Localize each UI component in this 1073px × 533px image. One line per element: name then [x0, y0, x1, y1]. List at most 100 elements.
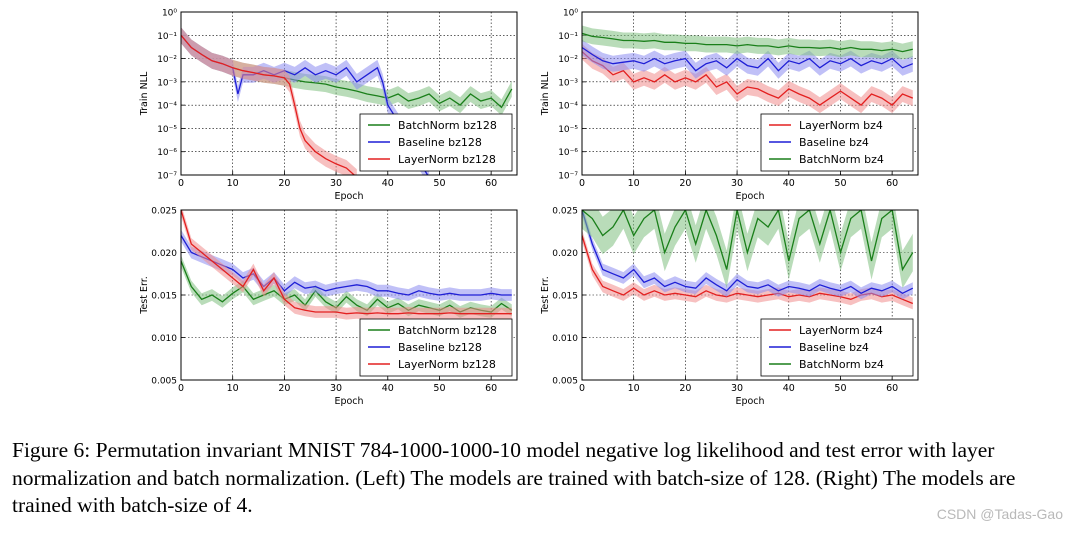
x-tick-label: 40 [783, 178, 795, 189]
y-tick-label: 0.020 [151, 249, 177, 259]
chart-panel-3: 0 10 20 30 40 50 60 0.025 0.020 0.015 0.010 0.005 Ep… [139, 207, 518, 407]
y-tick-label: 0.005 [552, 377, 578, 387]
series-band-0 [582, 43, 913, 114]
axes-frame [180, 209, 518, 381]
y-tick-label: 0.025 [151, 207, 177, 217]
chart-panel-2: 0 10 20 30 40 50 60 10⁰ 10⁻¹ 10⁻² 10⁻³ 10⁻⁴ 10⁻⁵ 10⁻⁶… [540, 9, 919, 202]
y-tick-label: 10⁰ [162, 9, 177, 19]
plot-area [181, 210, 513, 320]
legend-entry: Baseline bz4 [799, 341, 869, 354]
x-tick-label: 40 [382, 383, 394, 394]
x-axis-label: Epoch [735, 396, 764, 407]
y-tick-label: 10⁻³ [157, 78, 177, 88]
axes-frame [180, 11, 518, 176]
legend-entry: BatchNorm bz128 [398, 324, 497, 337]
chart-panel-1: 0 10 20 30 40 50 60 10⁰ 10⁻¹ 10⁻² 10⁻³ 10⁻⁴ 10⁻⁵ 10⁻⁶… [139, 9, 518, 202]
y-tick-label: 0.005 [151, 377, 177, 387]
x-axis-label: Epoch [735, 191, 764, 202]
series-band-1 [181, 229, 512, 301]
y-tick-label: 10⁻⁴ [558, 102, 578, 112]
y-axis-label: Train NLL [139, 71, 150, 116]
x-tick-label: 30 [330, 383, 342, 394]
series-band-2 [582, 210, 913, 289]
legend-entry: LayerNorm bz4 [799, 324, 883, 337]
y-tick-label: 10⁻³ [558, 78, 578, 88]
plot-area [582, 210, 914, 310]
y-tick-label: 0.015 [552, 292, 578, 302]
axes-frame [581, 209, 919, 381]
legend-entry: Baseline bz128 [398, 341, 482, 354]
legend: BatchNorm bz128 Baseline bz128 LayerNorm b… [359, 318, 513, 377]
x-tick-label: 60 [485, 178, 497, 189]
series-band-1 [582, 39, 913, 79]
y-tick-label: 10⁻² [558, 55, 578, 65]
legend-entry: BatchNorm bz4 [799, 358, 884, 371]
y-tick-label: 10⁻² [157, 55, 177, 65]
series-band-0 [181, 255, 512, 318]
legend-entry: LayerNorm bz128 [398, 358, 496, 371]
y-tick-label: 0.010 [552, 334, 578, 344]
y-tick-label: 0.025 [552, 207, 578, 217]
legend-entry: LayerNorm bz128 [398, 153, 496, 166]
series-line-layernorm-bz4 [582, 51, 914, 106]
x-tick-label: 10 [227, 383, 239, 394]
x-tick-label: 0 [178, 178, 184, 189]
series-line-baseline-bz4 [582, 210, 914, 295]
y-tick-label: 0.020 [552, 249, 578, 259]
x-tick-label: 40 [382, 178, 394, 189]
x-tick-label: 50 [834, 178, 846, 189]
series-line-layernorm-bz128 [181, 34, 356, 175]
x-tick-label: 20 [278, 383, 290, 394]
y-tick-label: 0.010 [151, 334, 177, 344]
y-axis-label: Train NLL [540, 71, 551, 116]
x-tick-label: 30 [330, 178, 342, 189]
legend-entry: Baseline bz4 [799, 136, 869, 149]
x-tick-label: 50 [433, 178, 445, 189]
x-tick-label: 10 [628, 383, 640, 394]
series-line-batchnorm-bz4 [582, 32, 913, 53]
x-tick-label: 50 [834, 383, 846, 394]
x-tick-label: 30 [731, 178, 743, 189]
x-tick-label: 60 [886, 178, 898, 189]
y-axis-label: Test Err. [139, 276, 150, 315]
y-tick-label: 10⁻⁷ [558, 172, 578, 182]
y-tick-label: 10⁻⁵ [157, 125, 177, 135]
legend: LayerNorm bz4 Baseline bz4 BatchNorm bz4 [760, 318, 914, 377]
x-tick-label: 20 [679, 178, 691, 189]
chart-panel-4: 0 10 20 30 40 50 60 0.025 0.020 0.015 0.010 0.005 Ep… [540, 207, 919, 407]
x-tick-label: 10 [227, 178, 239, 189]
legend-entry: LayerNorm bz4 [799, 119, 883, 132]
series-line-layernorm-bz128 [181, 210, 512, 315]
x-tick-label: 0 [579, 178, 585, 189]
series-line-batchnorm-bz4 [582, 210, 914, 272]
figure-caption: Figure 6: Permutation invariant MNIST 78… [12, 438, 1016, 517]
x-axis-label: Epoch [334, 396, 363, 407]
series-line-baseline-bz128 [181, 235, 512, 296]
x-tick-label: 60 [886, 383, 898, 394]
y-tick-label: 0.015 [151, 292, 177, 302]
series-band-2 [181, 210, 512, 320]
y-axis-label: Test Err. [540, 276, 551, 315]
series-band-2 [582, 25, 913, 60]
plot-area [582, 25, 914, 114]
x-tick-label: 20 [278, 178, 290, 189]
y-tick-label: 10⁻¹ [157, 32, 177, 42]
watermark: CSDN @Tadas-Gao [936, 506, 1063, 522]
y-tick-label: 10⁻⁴ [157, 102, 177, 112]
x-axis-label: Epoch [334, 191, 363, 202]
y-tick-label: 10⁻⁵ [558, 125, 578, 135]
y-tick-label: 10⁰ [563, 9, 578, 19]
y-tick-label: 10⁻¹ [558, 32, 578, 42]
x-tick-label: 0 [178, 383, 184, 394]
x-tick-label: 40 [783, 383, 795, 394]
legend: LayerNorm bz4 Baseline bz4 BatchNorm bz4 [760, 113, 914, 172]
x-tick-label: 10 [628, 178, 640, 189]
x-tick-label: 50 [433, 383, 445, 394]
y-tick-label: 10⁻⁶ [558, 148, 578, 158]
x-tick-label: 30 [731, 383, 743, 394]
y-tick-label: 10⁻⁷ [157, 172, 177, 182]
legend-entry: Baseline bz128 [398, 136, 482, 149]
axes-frame [581, 11, 919, 176]
x-tick-label: 0 [579, 383, 585, 394]
